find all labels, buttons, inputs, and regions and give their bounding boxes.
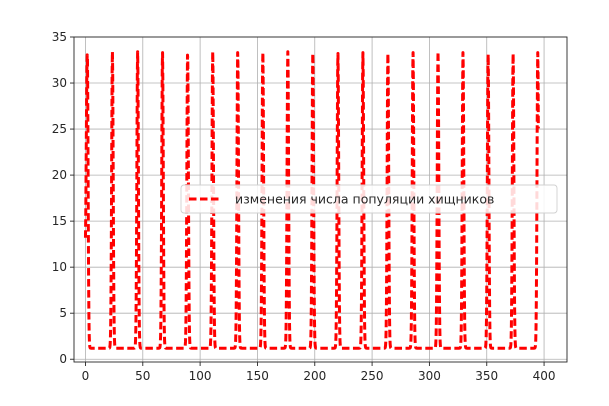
x-tick-label: 250 [361,369,384,383]
y-tick-label: 5 [59,306,67,320]
x-tick-label: 0 [82,369,90,383]
y-tick-label: 35 [52,30,67,44]
series-line-predators [83,50,540,350]
y-tick-label: 25 [52,122,67,136]
x-tick-label: 400 [533,369,556,383]
x-tick-label: 300 [418,369,441,383]
data-layer [83,50,540,350]
x-tick-label: 100 [189,369,212,383]
plot-frame [73,36,568,363]
y-tick-label: 0 [59,352,67,366]
legend-box [180,184,558,214]
x-tick-label: 50 [135,369,150,383]
x-tick-label: 150 [246,369,269,383]
x-tick-label: 350 [475,369,498,383]
y-tick-label: 15 [52,214,67,228]
y-tick-label: 30 [52,76,67,90]
legend-label: изменения числа популяции хищников [235,192,494,207]
y-tick-label: 10 [52,260,67,274]
ticks-layer: 0 50 100 150 200 250 300 350 400 0 5 10 15 20 25 30 35 [52,30,556,383]
x-tick-label: 200 [303,369,326,383]
y-tick-label: 20 [52,168,67,182]
legend: изменения числа популяции хищников [180,184,558,214]
